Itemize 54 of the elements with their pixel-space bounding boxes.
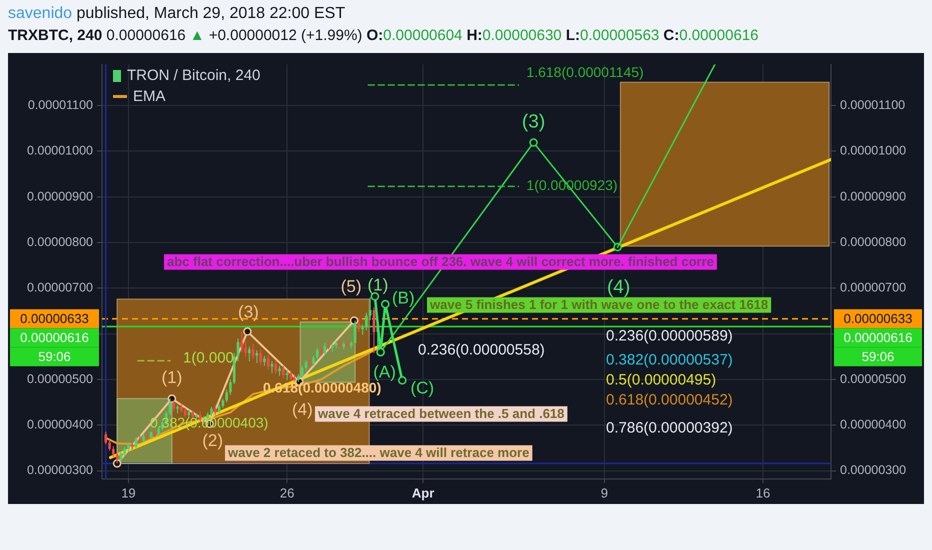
text: 0.00000633 (20, 310, 89, 326)
y-tick-label: 0.00000900 (26, 189, 94, 204)
y2-tick-label: 0.00001100 (840, 98, 906, 112)
ref-line-label: 0.00000616 (844, 330, 912, 345)
legend-label: EMA (133, 87, 166, 107)
text: TRXBTC, 240 0.00000616 ▲ +0.00000012 (+1.99%) O:0.00000604 H:0.00000630 L:0.00000563 C:0.00000616 (8, 27, 758, 44)
annotation: (4) (606, 276, 630, 298)
series-label: 1.618(0.00001145) (526, 64, 644, 80)
x-tick-label: Apr (412, 485, 434, 500)
y2-tick-label: 0.00001000 (840, 144, 906, 158)
y2-tick-label: 0.00000700 (840, 280, 906, 295)
y2-tick-label: 0.00000400 (840, 418, 906, 432)
annotation: (C) (410, 378, 434, 398)
annotation: 0.382(0.00000537) (606, 352, 733, 369)
annotation: 0.786(0.00000392) (606, 420, 733, 437)
y2-tick-label: 0.00000300 (840, 463, 906, 478)
annotation: wave 5 finishes 1 for 1 with wave one to the exact 1618 (429, 297, 768, 312)
ref-line-label: 0.00000633 (844, 310, 912, 326)
y2-tick-label: 0.00000900 (840, 189, 906, 204)
y-tick-label: 0.00000700 (26, 280, 94, 295)
annotation: (3) (238, 302, 259, 322)
y-tick-label: 0.00000500 (26, 372, 94, 386)
y2-tick-label: 0.00000500 (840, 372, 906, 386)
text: 59:06 (862, 348, 894, 364)
y-tick-label: 0.00001100 (28, 98, 94, 112)
annotation: (B) (392, 288, 415, 308)
annotation: (A) (373, 362, 396, 382)
annotation: 0.618(0.00000452) (606, 392, 733, 409)
annotation: wave 2 retaced to 382.... wave 4 will retrace more (227, 445, 530, 460)
text: 59:06 (38, 348, 71, 364)
annotation: abc flat correction....uber bullish bounce off 236. wave 4 will correct more. finished corre (167, 254, 714, 270)
annotation: 1(0.000 (183, 350, 234, 367)
y2-tick-label: 0.00000800 (840, 234, 906, 249)
chart-title: savenido published, March 29, 2018 22:00 EST (8, 4, 346, 24)
y-tick-label: 0.00000800 (26, 234, 94, 249)
x-tick-label: 19 (121, 485, 136, 500)
annotation: 0.5(0.00000495) (606, 372, 716, 389)
annotation: (4) (292, 400, 313, 419)
annotation: 0.236(0.00000589) (606, 328, 733, 345)
text: 0.00000616 (20, 330, 89, 345)
annotation: (1) (368, 276, 388, 295)
x-tick-label: 26 (280, 485, 294, 500)
annotation: (1) (161, 368, 182, 387)
y-tick-label: 0.00000300 (26, 463, 94, 478)
y-tick-label: 0.00000400 (26, 418, 94, 432)
annotation: (5) (340, 276, 362, 296)
legend-label: TRON / Bitcoin, 240 (127, 66, 260, 86)
x-tick-label: 16 (756, 485, 770, 500)
y-tick-label: 0.00001000 (26, 144, 94, 158)
annotation: (2) (202, 430, 224, 450)
annotation: (3) (522, 111, 546, 132)
x-tick-label: 9 (600, 485, 608, 500)
annotation: wave 4 retraced between the .5 and .618 (317, 406, 564, 422)
annotation: 0.236(0.00000558) (418, 342, 545, 359)
